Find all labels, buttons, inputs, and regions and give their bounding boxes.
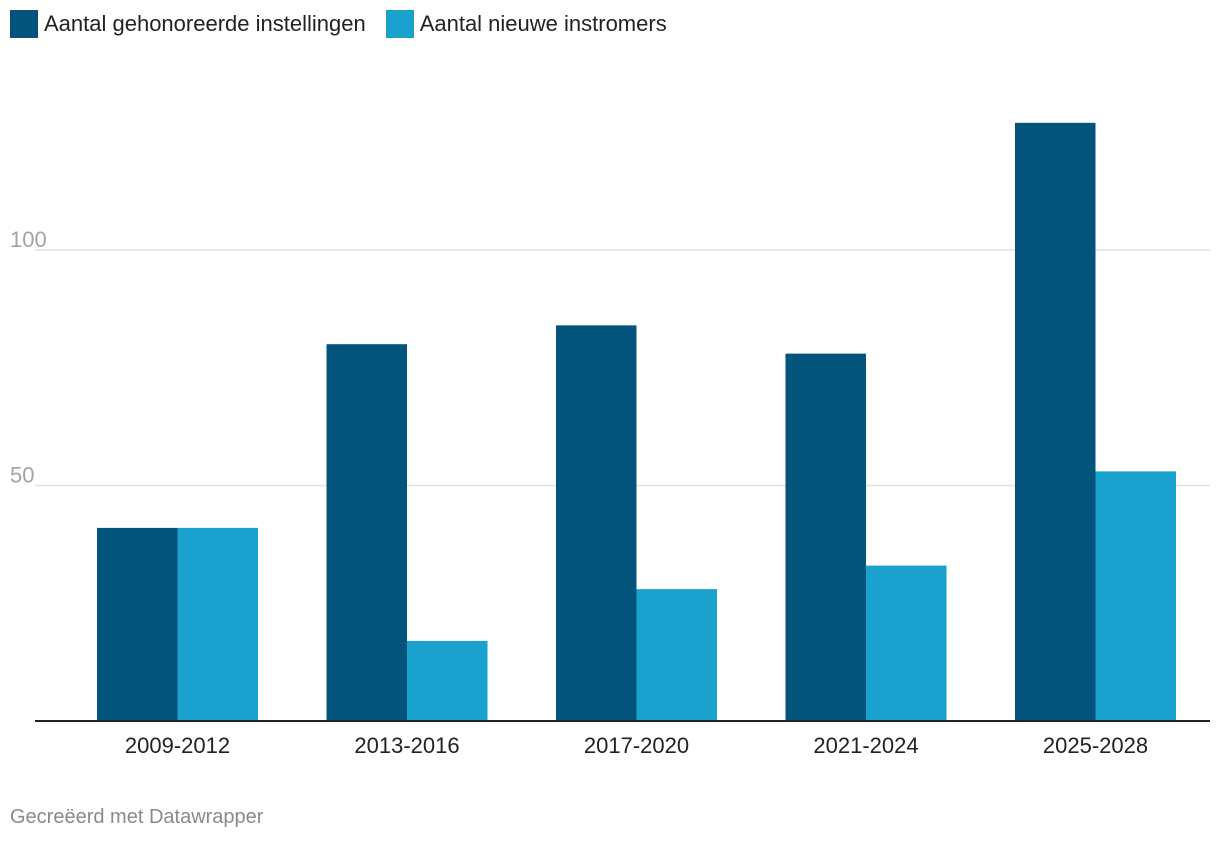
bar-2017-2020-series-2 bbox=[636, 589, 717, 721]
x-tick-label-2021-2024: 2021-2024 bbox=[813, 733, 918, 758]
bar-2025-2028-series-2 bbox=[1095, 471, 1176, 721]
legend-item-gehonoreerde: Aantal gehonoreerde instellingen bbox=[10, 10, 366, 38]
credit-footer: Gecreëerd met Datawrapper bbox=[10, 806, 264, 828]
bar-2025-2028-series-1 bbox=[1015, 122, 1096, 721]
x-tick-label-2017-2020: 2017-2020 bbox=[584, 733, 689, 758]
bar-2013-2016-series-2 bbox=[407, 640, 488, 721]
y-tick-label-50: 50 bbox=[10, 463, 34, 488]
legend-swatch-instromers bbox=[385, 10, 414, 38]
legend-swatch-gehonoreerde bbox=[10, 10, 38, 38]
legend-label-instromers: Aantal nieuwe instromers bbox=[419, 11, 667, 36]
legend-label-gehonoreerde: Aantal gehonoreerde instellingen bbox=[44, 11, 366, 36]
bar-2017-2020-series-1 bbox=[556, 325, 637, 721]
bar-2009-2012-series-1 bbox=[97, 527, 178, 721]
x-tick-label-2025-2028: 2025-2028 bbox=[1043, 733, 1148, 758]
x-tick-label-2013-2016: 2013-2016 bbox=[354, 733, 459, 758]
chart-legend: Aantal gehonoreerde instellingen Aantal … bbox=[10, 10, 687, 38]
legend-item-instromers: Aantal nieuwe instromers bbox=[385, 10, 667, 38]
bar-2021-2024-series-1 bbox=[785, 353, 866, 721]
bar-2021-2024-series-2 bbox=[866, 565, 947, 721]
x-tick-label-2009-2012: 2009-2012 bbox=[125, 733, 230, 758]
bar-2013-2016-series-1 bbox=[326, 344, 407, 721]
y-tick-label-100: 100 bbox=[10, 227, 47, 252]
bar-2009-2012-series-2 bbox=[177, 527, 258, 721]
